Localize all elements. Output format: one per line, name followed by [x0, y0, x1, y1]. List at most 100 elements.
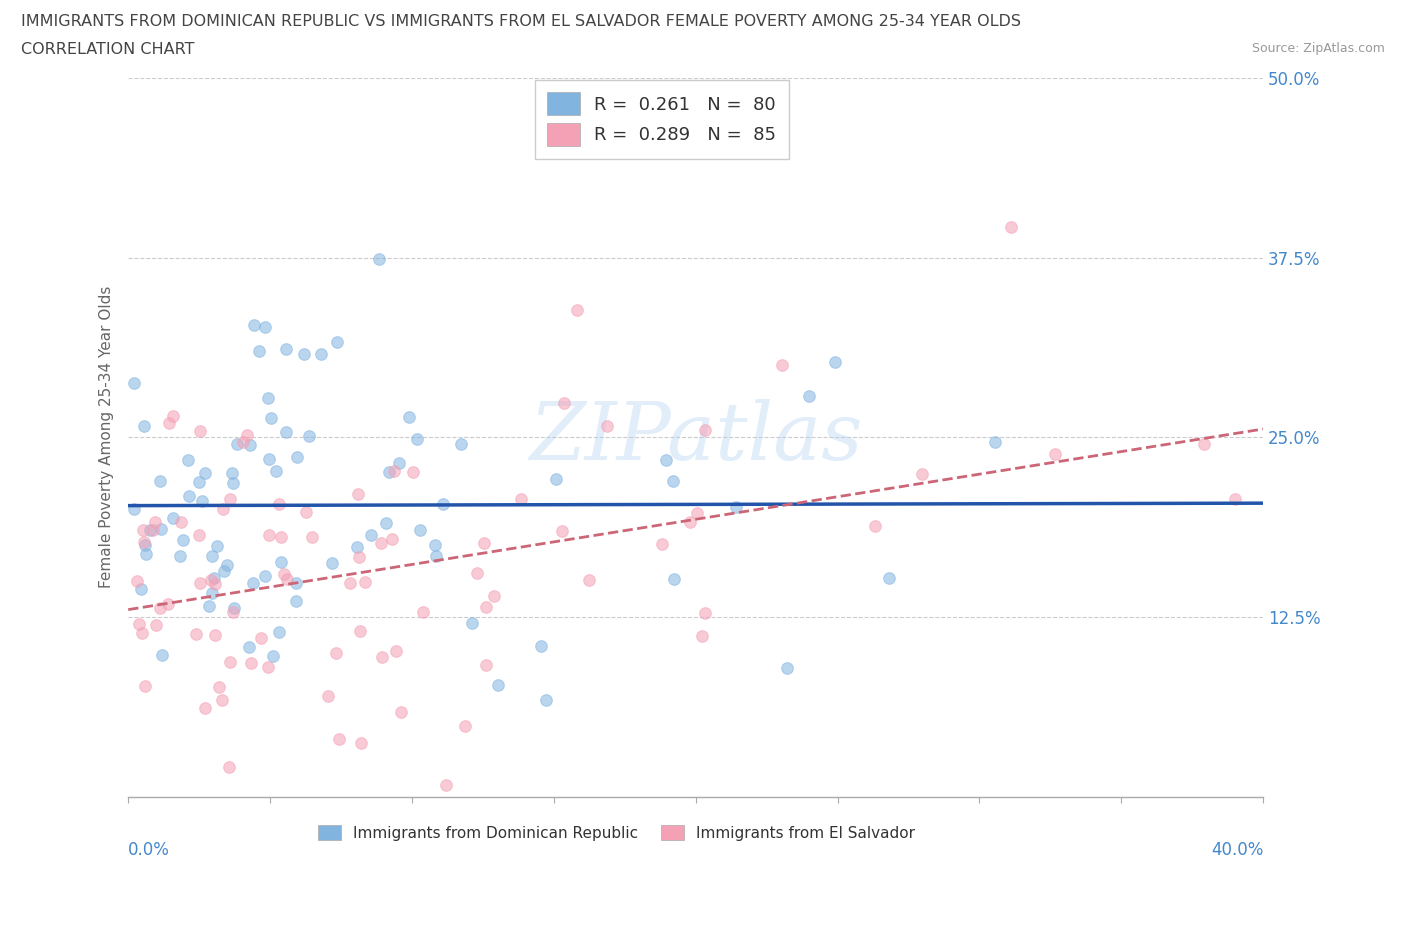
Point	[546, 472, 568, 486]
Point	[250, 631, 273, 645]
Point	[217, 558, 239, 573]
Point	[132, 535, 155, 550]
Point	[238, 639, 260, 654]
Point	[194, 701, 217, 716]
Point	[398, 409, 420, 424]
Point	[239, 437, 262, 452]
Point	[257, 659, 280, 674]
Point	[243, 317, 266, 332]
Point	[309, 347, 332, 362]
Point	[434, 778, 457, 793]
Point	[200, 573, 222, 588]
Point	[204, 577, 226, 591]
Point	[162, 510, 184, 525]
Point	[132, 523, 155, 538]
Point	[911, 467, 934, 482]
Point	[565, 303, 588, 318]
Point	[194, 465, 217, 480]
Point	[695, 605, 717, 620]
Point	[149, 522, 172, 537]
Point	[378, 464, 401, 479]
Point	[150, 647, 173, 662]
Point	[218, 759, 240, 774]
Point	[409, 523, 432, 538]
Text: Source: ZipAtlas.com: Source: ZipAtlas.com	[1251, 42, 1385, 55]
Point	[262, 648, 284, 663]
Point	[273, 567, 295, 582]
Point	[454, 719, 477, 734]
Point	[353, 575, 375, 590]
Point	[1223, 491, 1246, 506]
Point	[693, 423, 716, 438]
Point	[596, 418, 619, 433]
Point	[122, 501, 145, 516]
Point	[254, 320, 277, 335]
Point	[472, 536, 495, 551]
Text: 0.0%: 0.0%	[128, 842, 170, 859]
Point	[1000, 219, 1022, 234]
Point	[578, 573, 600, 588]
Point	[132, 418, 155, 433]
Point	[450, 437, 472, 452]
Point	[530, 638, 553, 653]
Point	[157, 596, 180, 611]
Point	[256, 391, 278, 405]
Point	[276, 571, 298, 586]
Point	[339, 576, 361, 591]
Point	[349, 623, 371, 638]
Point	[321, 556, 343, 571]
Point	[190, 493, 212, 508]
Point	[145, 618, 167, 632]
Text: IMMIGRANTS FROM DOMINICAN REPUBLIC VS IMMIGRANTS FROM EL SALVADOR FEMALE POVERTY: IMMIGRANTS FROM DOMINICAN REPUBLIC VS IM…	[21, 14, 1021, 29]
Point	[270, 529, 292, 544]
Point	[412, 604, 434, 619]
Point	[325, 646, 347, 661]
Point	[274, 424, 297, 439]
Point	[149, 473, 172, 488]
Point	[368, 252, 391, 267]
Point	[405, 432, 427, 446]
Point	[285, 593, 308, 608]
Point	[863, 519, 886, 534]
Point	[461, 616, 484, 631]
Point	[190, 423, 212, 438]
Point	[207, 538, 229, 553]
Point	[204, 628, 226, 643]
Point	[285, 450, 308, 465]
Point	[128, 617, 150, 631]
Point	[177, 488, 200, 503]
Point	[242, 576, 264, 591]
Point	[475, 658, 498, 672]
Point	[188, 576, 211, 591]
Point	[292, 347, 315, 362]
Point	[212, 502, 235, 517]
Point	[382, 464, 405, 479]
Point	[172, 533, 194, 548]
Point	[486, 678, 509, 693]
Point	[678, 515, 700, 530]
Point	[134, 679, 156, 694]
Point	[240, 655, 263, 670]
Point	[188, 474, 211, 489]
Point	[149, 601, 172, 616]
Point	[510, 492, 533, 507]
Point	[316, 689, 339, 704]
Point	[381, 532, 404, 547]
Point	[551, 524, 574, 538]
Point	[202, 571, 225, 586]
Point	[129, 581, 152, 596]
Point	[226, 437, 249, 452]
Point	[724, 499, 747, 514]
Point	[131, 626, 153, 641]
Point	[370, 536, 392, 551]
Point	[325, 334, 347, 349]
Point	[651, 537, 673, 551]
Point	[553, 395, 575, 410]
Point	[1043, 447, 1066, 462]
Point	[661, 473, 683, 488]
Point	[385, 644, 408, 658]
Text: CORRELATION CHART: CORRELATION CHART	[21, 42, 194, 57]
Point	[247, 344, 270, 359]
Point	[176, 452, 198, 467]
Point	[346, 539, 368, 554]
